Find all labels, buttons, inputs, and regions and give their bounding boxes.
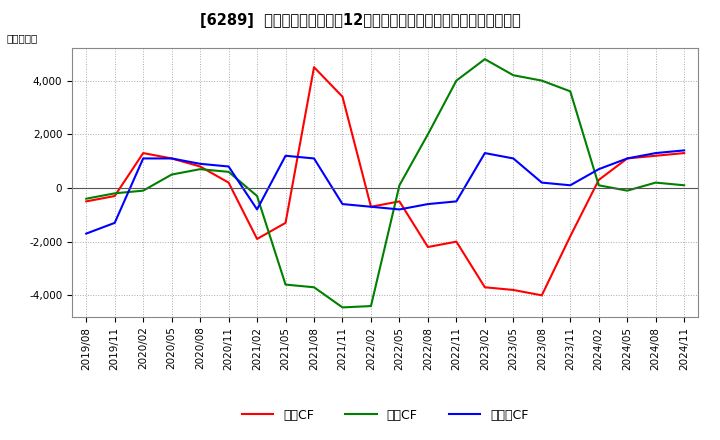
Text: [6289]  キャッシュフローの12か月移動合計の対前年同期増減額の推移: [6289] キャッシュフローの12か月移動合計の対前年同期増減額の推移 — [199, 13, 521, 28]
営業CF — [282, 220, 290, 225]
フリーCF — [595, 166, 603, 172]
投資CF — [595, 183, 603, 188]
フリーCF — [253, 207, 261, 212]
営業CF — [623, 156, 631, 161]
営業CF — [595, 177, 603, 183]
投資CF — [652, 180, 660, 185]
投資CF — [310, 285, 318, 290]
営業CF — [652, 153, 660, 158]
投資CF — [566, 89, 575, 94]
フリーCF — [423, 202, 432, 207]
投資CF — [196, 166, 204, 172]
フリーCF — [366, 204, 375, 209]
フリーCF — [225, 164, 233, 169]
営業CF — [253, 236, 261, 242]
投資CF — [110, 191, 119, 196]
フリーCF — [452, 199, 461, 204]
フリーCF — [680, 148, 688, 153]
投資CF — [423, 132, 432, 137]
Legend: 営業CF, 投資CF, フリーCF: 営業CF, 投資CF, フリーCF — [237, 403, 534, 426]
フリーCF — [139, 156, 148, 161]
Line: 営業CF: 営業CF — [86, 67, 684, 295]
フリーCF — [652, 150, 660, 156]
フリーCF — [623, 156, 631, 161]
フリーCF — [338, 202, 347, 207]
営業CF — [366, 204, 375, 209]
投資CF — [253, 193, 261, 198]
営業CF — [196, 164, 204, 169]
投資CF — [282, 282, 290, 287]
営業CF — [452, 239, 461, 244]
投資CF — [452, 78, 461, 83]
フリーCF — [110, 220, 119, 225]
営業CF — [225, 180, 233, 185]
フリーCF — [310, 156, 318, 161]
投資CF — [139, 188, 148, 193]
営業CF — [310, 65, 318, 70]
営業CF — [680, 150, 688, 156]
投資CF — [480, 56, 489, 62]
投資CF — [537, 78, 546, 83]
営業CF — [537, 293, 546, 298]
投資CF — [82, 196, 91, 202]
投資CF — [395, 183, 404, 188]
営業CF — [423, 244, 432, 249]
フリーCF — [480, 150, 489, 156]
フリーCF — [537, 180, 546, 185]
投資CF — [366, 304, 375, 309]
フリーCF — [566, 183, 575, 188]
営業CF — [509, 287, 518, 293]
営業CF — [110, 193, 119, 198]
フリーCF — [282, 153, 290, 158]
投資CF — [680, 183, 688, 188]
営業CF — [480, 285, 489, 290]
投資CF — [338, 305, 347, 310]
営業CF — [338, 94, 347, 99]
フリーCF — [167, 156, 176, 161]
フリーCF — [509, 156, 518, 161]
営業CF — [167, 156, 176, 161]
フリーCF — [82, 231, 91, 236]
Line: 投資CF: 投資CF — [86, 59, 684, 308]
投資CF — [623, 188, 631, 193]
投資CF — [167, 172, 176, 177]
投資CF — [509, 73, 518, 78]
フリーCF — [196, 161, 204, 166]
営業CF — [139, 150, 148, 156]
営業CF — [82, 199, 91, 204]
営業CF — [566, 234, 575, 239]
フリーCF — [395, 207, 404, 212]
営業CF — [395, 199, 404, 204]
Y-axis label: （百万円）: （百万円） — [6, 33, 37, 43]
Line: フリーCF: フリーCF — [86, 150, 684, 234]
投資CF — [225, 169, 233, 175]
